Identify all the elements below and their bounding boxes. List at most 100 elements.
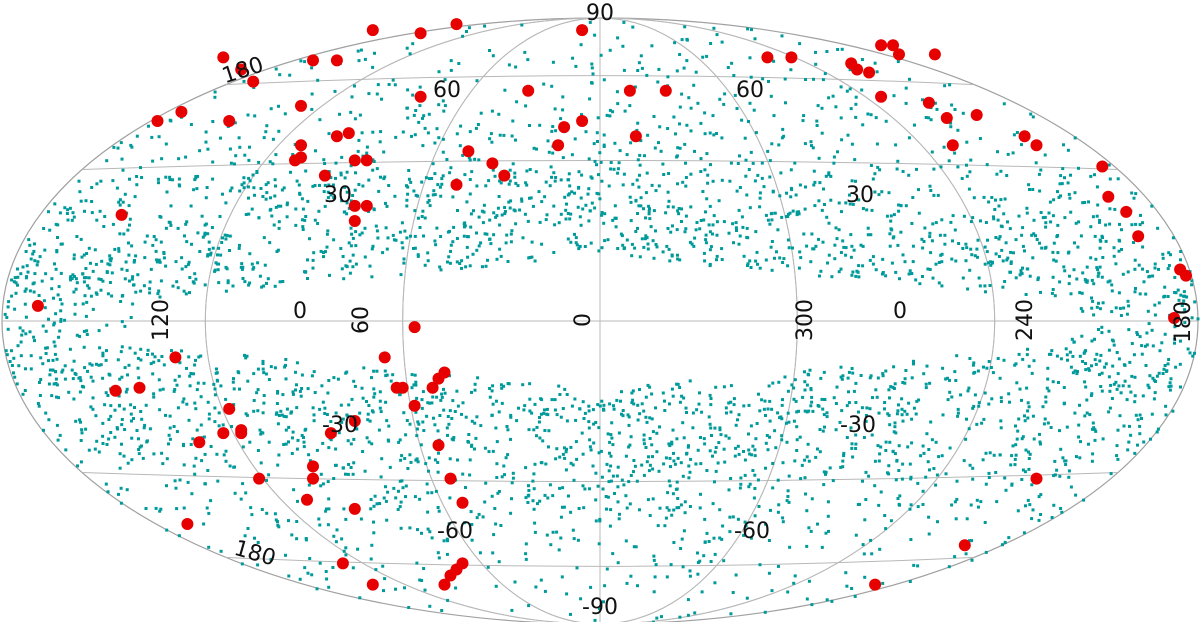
dense-point xyxy=(158,215,162,218)
dense-point xyxy=(633,85,637,89)
dense-point xyxy=(146,348,150,352)
dense-point xyxy=(783,77,787,81)
dense-point xyxy=(486,565,490,569)
dense-point xyxy=(162,363,166,367)
dense-point xyxy=(464,486,467,489)
dense-point xyxy=(231,284,235,288)
dense-point xyxy=(642,438,646,442)
dense-point xyxy=(770,268,774,272)
dense-point xyxy=(345,190,349,194)
dense-point xyxy=(1178,362,1182,366)
dense-point xyxy=(650,44,654,48)
dense-point xyxy=(713,552,717,556)
dense-point xyxy=(172,389,176,393)
dense-point xyxy=(929,420,933,424)
dense-point xyxy=(569,510,573,514)
dense-point xyxy=(563,195,567,199)
dense-point xyxy=(236,370,240,374)
dense-point xyxy=(868,258,872,262)
dense-point xyxy=(1169,377,1173,381)
dense-point xyxy=(122,232,126,236)
dense-point xyxy=(154,249,158,253)
dense-point xyxy=(1073,191,1077,195)
dense-point xyxy=(792,419,796,423)
dense-point xyxy=(365,436,369,440)
dense-point xyxy=(237,136,241,140)
dense-point xyxy=(766,407,770,411)
dense-point xyxy=(734,573,738,577)
dense-point xyxy=(274,518,278,522)
dense-point xyxy=(893,421,897,425)
dense-point xyxy=(1043,417,1047,421)
dense-point xyxy=(670,513,674,517)
dense-point xyxy=(671,492,675,496)
dense-point xyxy=(87,246,91,250)
dense-point xyxy=(72,290,76,294)
dense-point xyxy=(323,412,327,415)
dense-point xyxy=(230,425,233,428)
dense-point xyxy=(311,406,315,410)
dense-point xyxy=(728,515,732,519)
dense-point xyxy=(678,122,681,126)
highlight-point xyxy=(761,51,774,64)
dense-point xyxy=(1041,405,1045,409)
dense-point xyxy=(349,164,353,168)
dense-point xyxy=(303,566,307,570)
dense-point xyxy=(520,23,524,27)
dense-point xyxy=(1010,454,1014,458)
highlight-point xyxy=(348,154,361,167)
dense-point xyxy=(70,368,74,372)
dense-point xyxy=(712,536,716,540)
dense-point xyxy=(713,450,717,454)
dense-point xyxy=(416,528,419,532)
dense-point xyxy=(689,172,693,176)
dense-point xyxy=(132,283,135,287)
dense-point xyxy=(445,426,449,430)
dense-point xyxy=(621,183,625,187)
dense-point xyxy=(427,469,430,473)
dense-point xyxy=(709,397,713,400)
dense-point xyxy=(48,228,52,232)
dense-point xyxy=(941,413,945,417)
dense-point xyxy=(960,177,964,180)
dense-point xyxy=(1117,384,1121,388)
dense-point xyxy=(184,265,188,269)
dense-point xyxy=(442,539,446,543)
dense-point xyxy=(982,365,985,369)
dense-point xyxy=(361,396,365,400)
dense-point xyxy=(284,553,287,557)
dense-point xyxy=(256,261,260,265)
dense-point xyxy=(1075,455,1078,459)
dense-point xyxy=(130,419,133,423)
dense-point xyxy=(239,497,243,501)
dense-point xyxy=(93,447,97,451)
dense-point xyxy=(821,407,825,411)
dense-point xyxy=(1083,414,1087,418)
dense-point xyxy=(939,165,943,169)
dense-point xyxy=(870,208,874,212)
dense-point xyxy=(165,484,168,488)
dense-point xyxy=(996,218,1000,222)
dense-point xyxy=(639,139,643,143)
dense-point xyxy=(1151,376,1155,380)
dense-point xyxy=(384,499,388,503)
dense-point xyxy=(79,379,83,383)
dense-point xyxy=(82,253,86,257)
dense-point xyxy=(878,547,882,551)
dense-point xyxy=(929,251,933,255)
dense-point xyxy=(405,236,409,240)
highlight-point xyxy=(462,145,475,158)
dense-point xyxy=(766,448,770,452)
dense-point xyxy=(912,362,915,366)
dense-point xyxy=(1169,253,1172,257)
dense-point xyxy=(685,451,689,455)
dense-point xyxy=(1025,211,1029,215)
dense-point xyxy=(474,126,478,130)
dense-point xyxy=(666,127,670,130)
dense-point xyxy=(427,112,431,116)
dense-point xyxy=(937,261,941,264)
dense-point xyxy=(1113,207,1117,211)
dense-point xyxy=(368,264,372,268)
tick-lower-right2-lat: -60 xyxy=(734,519,770,544)
dense-point xyxy=(447,255,451,259)
